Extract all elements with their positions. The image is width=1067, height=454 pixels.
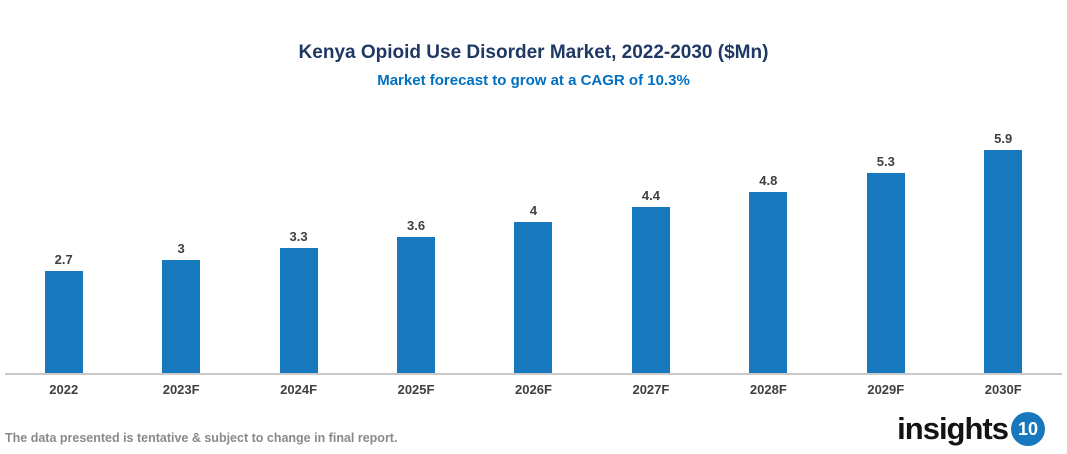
- x-axis-label-2030F: 2030F: [984, 382, 1022, 397]
- bar-group-2023F: 3: [122, 241, 239, 373]
- x-axis: 2022 2023F 2024F 2025F 2026F 2027F 2028F 2029F 2…: [5, 375, 1062, 397]
- chart-title: Kenya Opioid Use Disorder Market, 2022-2…: [298, 42, 769, 63]
- bar-2029F: [866, 172, 905, 373]
- logo-badge-circle-icon: 10: [1011, 412, 1045, 446]
- bar-group-2028F: 4.8: [710, 173, 827, 373]
- x-axis-label-2023F: 2023F: [162, 382, 200, 397]
- bar-2030F: [984, 149, 1023, 373]
- x-axis-label-2029F: 2029F: [867, 382, 905, 397]
- bar-group-2024F: 3.3: [240, 229, 357, 373]
- bar-group-2029F: 5.3: [827, 154, 944, 373]
- bar-value-label-2030F: 5.9: [994, 130, 1013, 146]
- bar-group-2025F: 3.6: [357, 218, 474, 373]
- insights10-logo: insights 10: [897, 411, 1045, 447]
- logo-wordmark: insights: [897, 411, 1009, 446]
- x-axis-label-2027F: 2027F: [632, 382, 670, 397]
- bar-value-label-2029F: 5.3: [876, 153, 895, 169]
- bar-2027F: [631, 206, 670, 373]
- bar-group-2027F: 4.4: [592, 188, 709, 373]
- x-axis-label-2025F: 2025F: [397, 382, 435, 397]
- bar-2028F: [749, 191, 788, 373]
- bar-group-2026F: 4: [475, 203, 592, 373]
- bar-value-label-2023F: 3: [177, 240, 185, 256]
- x-axis-label-2026F: 2026F: [515, 382, 552, 397]
- bar-group-2022: 2.7: [5, 252, 122, 373]
- bar-2026F: [514, 221, 553, 373]
- bar-value-label-2024F: 3.3: [289, 229, 308, 245]
- x-axis-label-2028F: 2028F: [749, 382, 787, 397]
- bar-2024F: [279, 248, 318, 373]
- bar-2025F: [397, 236, 436, 373]
- bar-value-label-2028F: 4.8: [759, 172, 778, 188]
- bar-value-label-2022: 2.7: [54, 251, 73, 267]
- bar-group-2030F: 5.9: [945, 131, 1062, 373]
- chart-subtitle: Market forecast to grow at a CAGR of 10.…: [377, 72, 690, 89]
- plot-area: 2.7 3 3.3 3.6 4 4.4 4.8 5.3 5.9: [5, 118, 1062, 375]
- x-axis-label-2024F: 2024F: [280, 382, 318, 397]
- bar-value-label-2025F: 3.6: [406, 217, 426, 233]
- bar-value-label-2026F: 4: [529, 202, 538, 218]
- chart-header: Kenya Opioid Use Disorder Market, 2022-2…: [0, 0, 1067, 89]
- disclaimer-text: The data presented is tentative & subjec…: [5, 431, 398, 445]
- bar-2022: [44, 270, 83, 373]
- bar-2023F: [162, 259, 201, 373]
- x-axis-label-2022: 2022: [49, 382, 79, 397]
- bar-value-label-2027F: 4.4: [641, 187, 660, 203]
- bar-chart: 2.7 3 3.3 3.6 4 4.4 4.8 5.3 5.9 2022 2023F 2024F 20…: [5, 118, 1062, 397]
